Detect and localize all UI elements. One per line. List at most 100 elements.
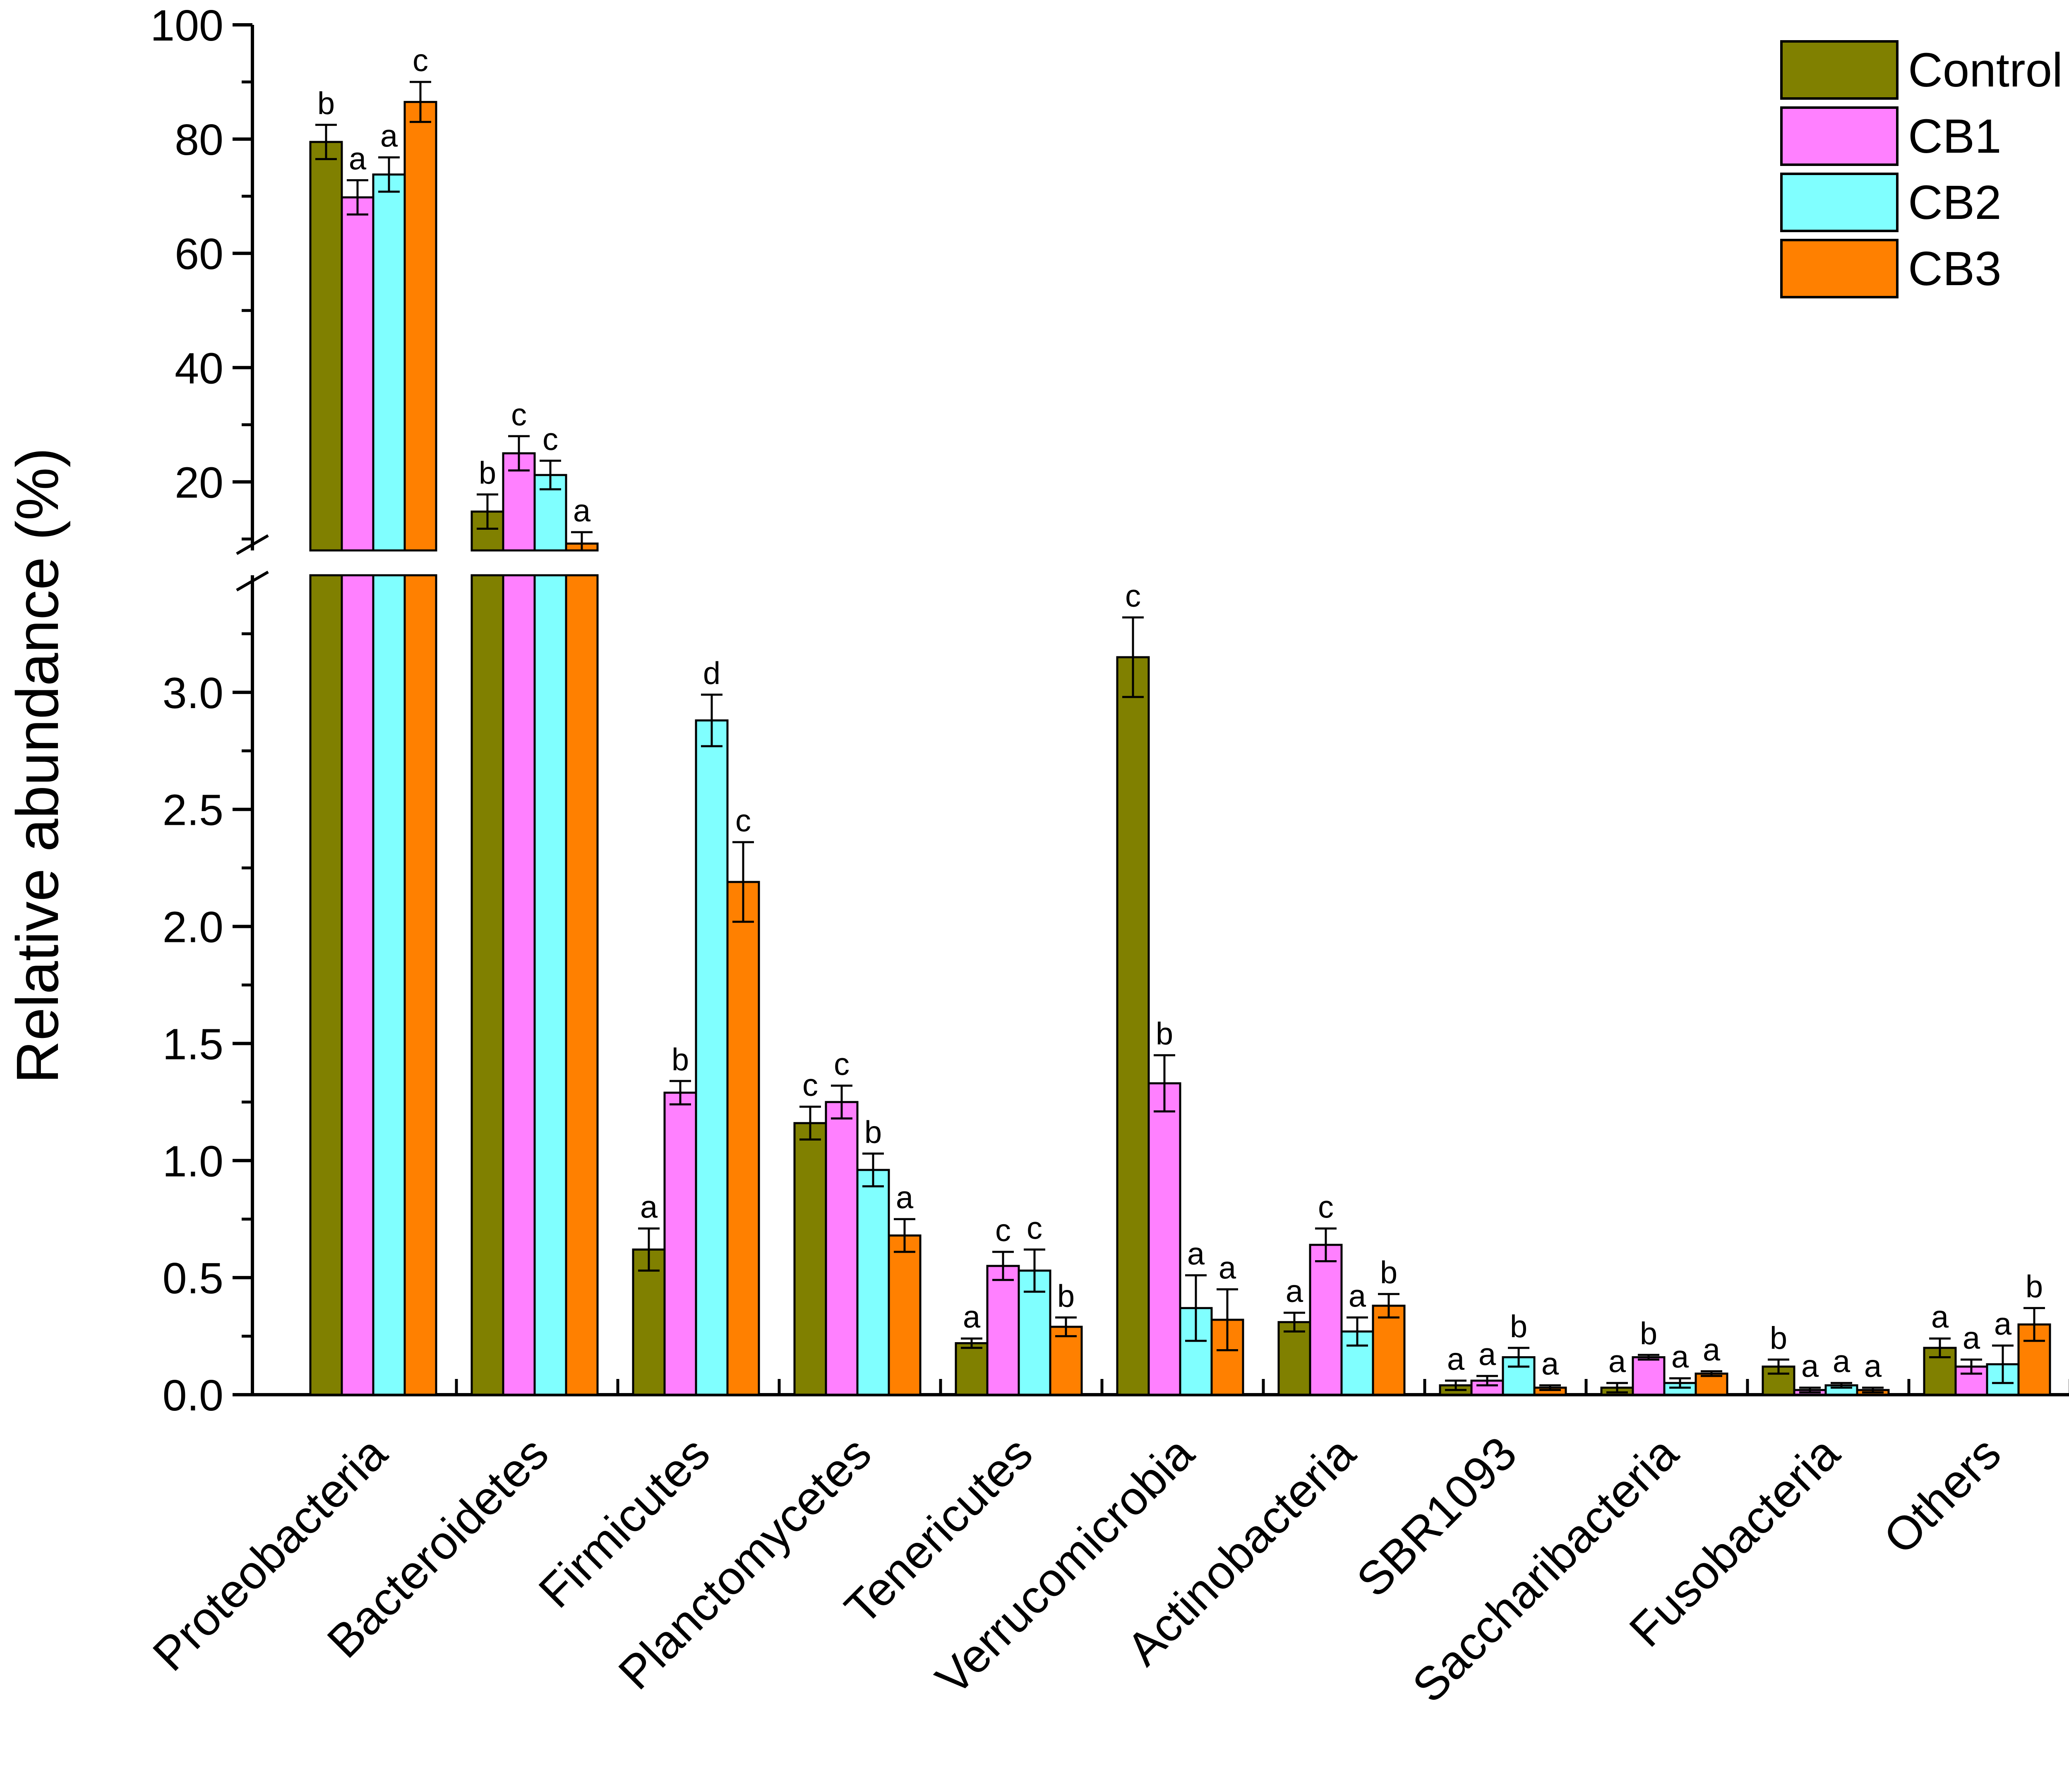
significance-letter: b [317,86,335,121]
significance-letter: a [1447,1342,1465,1377]
bar-cb3-proteobacteria [403,101,437,552]
y-tick-label: 80 [175,115,223,164]
axis-break-gap [470,553,504,573]
legend-swatch-cb2 [1780,173,1899,232]
y-tick-label: 2.5 [163,786,223,835]
significance-letter: a [640,1189,658,1225]
bar-cb1-verrucomicrobia [1147,1082,1181,1396]
y-tick-label: 0.5 [163,1254,223,1303]
legend-label-cb3: CB3 [1908,242,2002,295]
axis-break-gap [372,553,406,573]
x-category-label: Saccharibacteria [1402,1427,1688,1713]
x-category-labels: ProteobacteriaBacteroidetesFirmicutesPla… [143,1427,2011,1713]
bar-cb1-actinobacteria [1309,1244,1343,1396]
y-tick-label: 0.0 [163,1371,223,1420]
x-category-label: Others [1874,1427,2011,1564]
significance-letter: d [703,656,720,691]
y-tick-labels: 0.0 0.5 1.0 1.5 2.0 2.5 3.0 20 40 60 80 100 [150,1,223,1420]
significance-letter: a [1608,1344,1626,1379]
significance-letter: c [511,397,527,432]
y-tick-label: 20 [175,458,223,507]
bar-cb1-planctomycetes [825,1101,859,1396]
bar-cb3-planctomycetes [888,1234,922,1396]
axis-break-gap [565,553,599,573]
legend-swatch-cb1 [1780,106,1899,166]
legend-label-cb2: CB2 [1908,175,2002,229]
bar-cb1-proteobacteria [341,196,374,552]
significance-letter: b [2026,1269,2043,1304]
significance-letter: a [1219,1250,1236,1285]
bar-cb2-firmicutes [695,719,729,1396]
axis-break-mark [236,570,269,592]
significance-letter: b [479,456,496,491]
significance-letter: a [349,141,367,176]
significance-letter: b [864,1115,882,1150]
bar-cb1-bacteroidetes-lower [502,574,536,1396]
significance-letter: a [1864,1349,1882,1384]
bar-cb2-planctomycetes [856,1169,890,1396]
significance-letter: b [1640,1316,1657,1351]
significance-letter: a [1703,1332,1721,1367]
bar-cb1-proteobacteria-lower [341,574,374,1396]
significance-letter: a [1479,1337,1496,1372]
significance-letter: a [1931,1300,1949,1335]
significance-letter: a [1187,1236,1205,1271]
axis-break-gap [502,553,536,573]
y-axis-title: Relative abundance (%) [4,448,71,1084]
significance-letter: a [1671,1339,1689,1374]
y-tick-label: 40 [175,344,223,393]
significance-letter: a [1349,1278,1366,1314]
y-tick-label: 1.0 [163,1137,223,1186]
significance-letter: b [1380,1255,1397,1290]
y-tick-label: 60 [175,230,223,279]
bar-control-actinobacteria [1277,1321,1311,1396]
significance-letter: a [963,1300,981,1335]
significance-letter: a [573,493,591,528]
axis-break-gap [309,553,343,573]
bar-cb3-firmicutes [726,881,760,1396]
axis-break-gap [403,553,437,573]
significance-letter: c [542,422,558,457]
bar-control-verrucomicrobia [1116,656,1150,1396]
significance-letter: a [1286,1274,1303,1309]
y-tick-label: 3.0 [163,669,223,718]
bar-cb3-actinobacteria [1372,1304,1406,1396]
axis-break-gap [533,553,567,573]
significance-letter: c [1318,1189,1334,1225]
significance-letter: a [896,1180,914,1215]
bar-cb3-proteobacteria-lower [403,574,437,1396]
significance-letter: b [1057,1278,1075,1314]
bar-cb2-bacteroidetes-lower [533,574,567,1396]
bar-cb1-tenericutes [986,1265,1020,1396]
bar-cb2-proteobacteria [372,173,406,552]
bar-control-tenericutes [955,1342,989,1396]
legend-swatch-cb3 [1780,239,1899,298]
legend: Control CB1 CB2 CB3 [1780,40,2063,298]
significance-letter: c [413,43,428,78]
significance-letter: b [1156,1016,1173,1052]
y-tick-label: 1.5 [163,1020,223,1069]
y-tick-label: 100 [150,1,223,50]
bar-cb1-saccharibacteria [1632,1356,1666,1396]
bar-control-planctomycetes [793,1122,827,1396]
bar-control-bacteroidetes-lower [470,574,504,1396]
legend-label-control: Control [1908,43,2063,97]
axis-break-mark [236,534,269,555]
significance-letter: c [995,1213,1011,1248]
bar-cb3-tenericutes [1049,1326,1083,1396]
bar-control-proteobacteria-lower [309,574,343,1396]
significance-letter: a [1833,1344,1851,1379]
significance-letter: a [1541,1346,1559,1381]
bar-cb1-firmicutes [663,1091,697,1396]
significance-letter: a [1963,1321,1980,1356]
legend-swatch-control [1780,40,1899,100]
significance-letter: c [735,803,751,838]
bar-control-proteobacteria [309,141,343,552]
significance-letter: c [1125,579,1141,614]
significance-letter: a [380,118,398,154]
significance-letter: b [1510,1309,1527,1344]
bar-cb3-bacteroidetes-lower [565,574,599,1396]
bar-cb3-saccharibacteria [1695,1372,1728,1396]
